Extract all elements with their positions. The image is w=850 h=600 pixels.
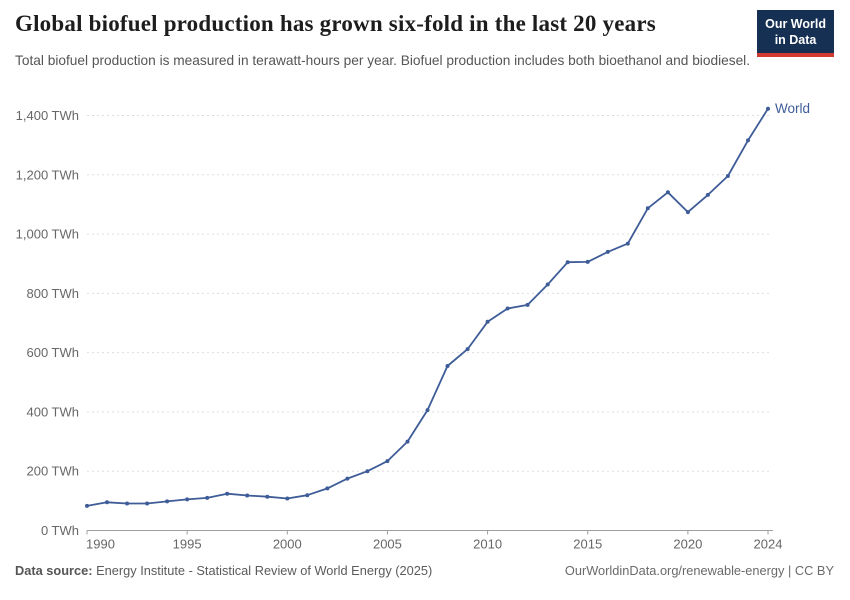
data-point[interactable] bbox=[285, 496, 290, 501]
page-title: Global biofuel production has grown six-… bbox=[15, 11, 656, 36]
x-tick-label: 1990 bbox=[86, 537, 115, 552]
data-point[interactable] bbox=[125, 501, 130, 506]
data-point[interactable] bbox=[725, 174, 730, 178]
data-point[interactable] bbox=[385, 459, 390, 464]
data-point[interactable] bbox=[365, 469, 370, 474]
data-point[interactable] bbox=[665, 190, 670, 195]
credit-line: OurWorldinData.org/renewable-energy | CC… bbox=[565, 563, 834, 578]
owid-logo-line1: Our World bbox=[765, 17, 826, 31]
data-source: Data source: Energy Institute - Statisti… bbox=[15, 563, 432, 578]
y-tick-label: 1,400 TWh bbox=[16, 108, 79, 123]
data-point[interactable] bbox=[545, 282, 550, 287]
chart-subtitle: Total biofuel production is measured in … bbox=[15, 53, 751, 68]
credit-separator: | bbox=[788, 563, 792, 578]
data-point[interactable] bbox=[746, 138, 750, 143]
data-point[interactable] bbox=[105, 500, 109, 505]
data-source-text: Energy Institute - Statistical Review of… bbox=[96, 563, 433, 578]
x-tick-label: 2010 bbox=[473, 537, 502, 552]
data-point[interactable] bbox=[705, 192, 710, 197]
series-end-label[interactable]: World bbox=[775, 101, 810, 116]
x-axis-labels: 1990 1995 2000 2005 2010 2015 2020 2024 bbox=[86, 537, 782, 552]
gridlines bbox=[87, 115, 772, 472]
data-point[interactable] bbox=[525, 302, 530, 307]
data-point[interactable] bbox=[185, 497, 190, 502]
owid-url-link[interactable]: OurWorldinData.org/renewable-energy bbox=[564, 563, 785, 578]
x-tick-label: 2024 bbox=[754, 537, 783, 552]
data-point[interactable] bbox=[585, 259, 590, 264]
data-point[interactable] bbox=[345, 476, 350, 481]
data-line-world[interactable] bbox=[86, 107, 769, 507]
data-point[interactable] bbox=[305, 493, 310, 498]
y-tick-label: 0 TWh bbox=[41, 523, 79, 538]
data-point[interactable] bbox=[265, 494, 270, 499]
data-point[interactable] bbox=[645, 206, 650, 211]
data-point[interactable] bbox=[565, 260, 570, 265]
y-axis-labels: 0 TWh 200 TWh 400 TWh 600 TWh 800 TWh 1,000 T… bbox=[16, 108, 79, 538]
data-point[interactable] bbox=[625, 241, 630, 246]
owid-logo-line2: in Data bbox=[774, 33, 817, 48]
y-tick-label: 200 TWh bbox=[26, 464, 79, 479]
data-point[interactable] bbox=[425, 408, 430, 413]
data-point[interactable] bbox=[325, 486, 330, 491]
data-source-label: Data source: bbox=[15, 563, 93, 578]
data-point[interactable] bbox=[505, 306, 510, 311]
data-point[interactable] bbox=[225, 491, 230, 496]
data-point[interactable] bbox=[465, 347, 470, 352]
y-tick-label: 400 TWh bbox=[26, 404, 79, 419]
data-point[interactable] bbox=[766, 106, 770, 111]
x-axis bbox=[86, 530, 773, 535]
data-point[interactable] bbox=[605, 249, 610, 254]
data-point[interactable] bbox=[165, 499, 170, 504]
data-point[interactable] bbox=[405, 439, 410, 444]
chart-footer: Data source: Energy Institute - Statisti… bbox=[15, 563, 834, 578]
owid-logo[interactable]: Our World in Data bbox=[757, 10, 834, 57]
data-point[interactable] bbox=[205, 495, 210, 500]
y-tick-label: 1,000 TWh bbox=[16, 227, 79, 242]
data-point[interactable] bbox=[145, 501, 150, 506]
y-tick-label: 800 TWh bbox=[26, 286, 79, 301]
x-tick-label: 1995 bbox=[173, 537, 202, 552]
y-tick-label: 1,200 TWh bbox=[16, 167, 79, 182]
data-points[interactable] bbox=[85, 106, 770, 508]
data-point[interactable] bbox=[85, 503, 89, 508]
x-tick-label: 2005 bbox=[373, 537, 402, 552]
x-tick-label: 2015 bbox=[573, 537, 602, 552]
license-link[interactable]: CC BY bbox=[794, 563, 834, 578]
x-tick-label: 2020 bbox=[673, 537, 702, 552]
y-tick-label: 600 TWh bbox=[26, 345, 79, 360]
x-tick-label: 2000 bbox=[273, 537, 302, 552]
data-point[interactable] bbox=[485, 319, 490, 324]
data-point[interactable] bbox=[245, 493, 250, 498]
line-chart[interactable]: 0 TWh 200 TWh 400 TWh 600 TWh 800 TWh 1,000 T… bbox=[0, 95, 850, 560]
data-point[interactable] bbox=[685, 210, 690, 215]
data-point[interactable] bbox=[445, 364, 450, 368]
